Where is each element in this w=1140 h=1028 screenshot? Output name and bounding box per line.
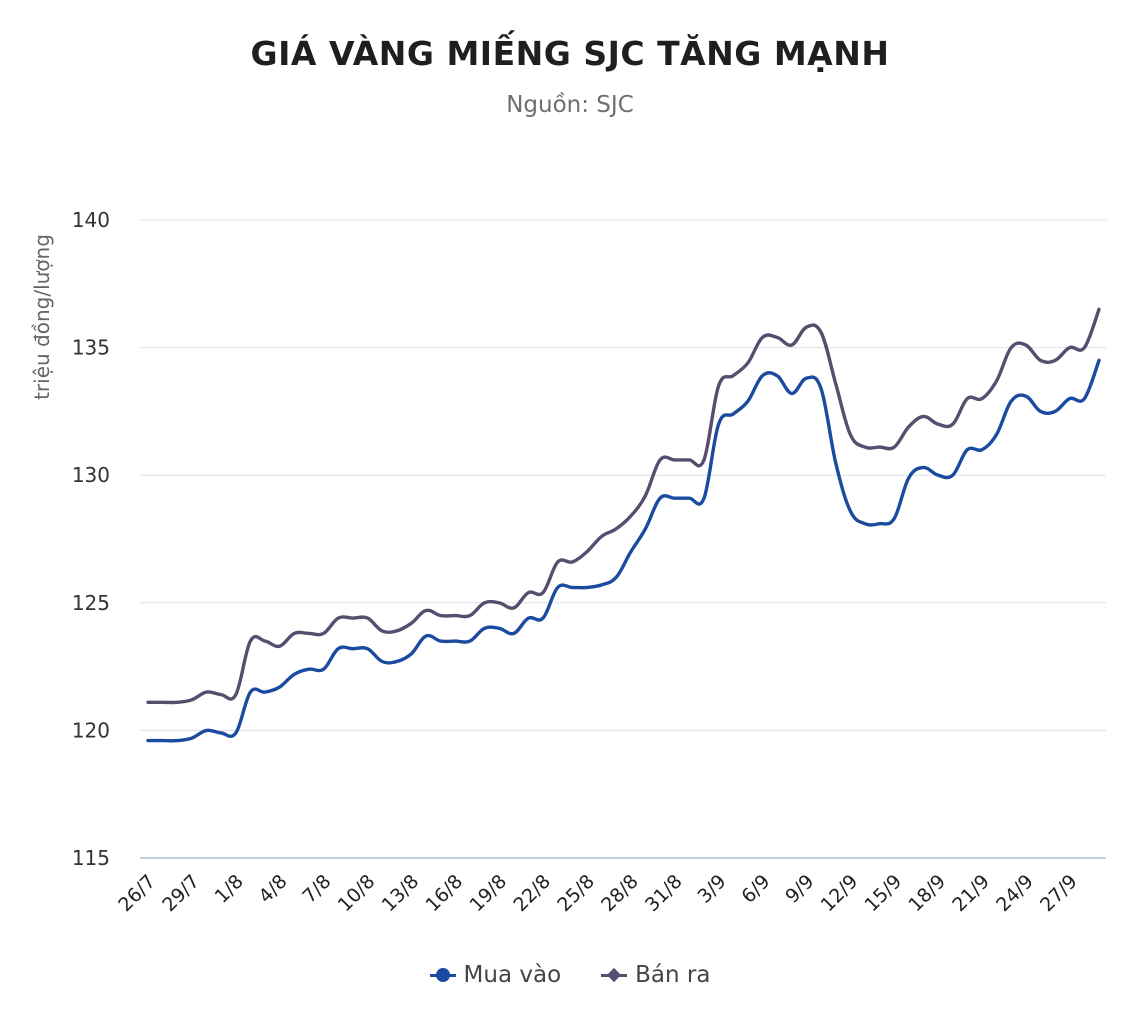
- series-line-sell: [146, 307, 1101, 705]
- legend-item-sell[interactable]: Bán ra: [601, 962, 710, 988]
- x-tick-label: 16/8: [422, 870, 468, 916]
- x-tick-label: 25/8: [553, 870, 599, 916]
- y-tick-label: 125: [72, 591, 110, 615]
- line-chart: 115 120 125 130 135 140 triệu đồng/lượng 26/729…: [30, 208, 1106, 916]
- x-tick-label: 28/8: [597, 870, 643, 916]
- x-tick-label: 1/8: [211, 870, 248, 907]
- x-tick-label: 13/8: [378, 870, 424, 916]
- x-tick-label: 12/9: [817, 870, 863, 916]
- x-tick-label: 29/7: [158, 870, 204, 916]
- diamond-marker-icon: [601, 968, 628, 982]
- legend-label-sell: Bán ra: [635, 962, 711, 988]
- y-tick-label: 140: [72, 208, 110, 232]
- circle-marker-icon: [429, 968, 456, 982]
- y-tick-label: 115: [72, 846, 110, 870]
- x-tick-label: 10/8: [334, 870, 380, 916]
- x-tick-label: 21/9: [948, 870, 994, 916]
- x-tick-label: 7/8: [298, 870, 335, 907]
- x-tick-label: 24/9: [992, 870, 1038, 916]
- x-tick-label: 15/9: [860, 870, 906, 916]
- x-tick-label: 9/9: [781, 870, 818, 907]
- x-tick-label: 27/9: [1036, 870, 1082, 916]
- x-tick-label: 6/9: [737, 870, 774, 907]
- chart-subtitle: Nguồn: SJC: [506, 92, 634, 118]
- x-tick-label: 19/8: [465, 870, 511, 916]
- legend-item-buy[interactable]: Mua vào: [429, 962, 562, 988]
- series-line-buy: [146, 358, 1101, 743]
- y-tick-label: 120: [72, 718, 110, 742]
- y-axis-title: triệu đồng/lượng: [30, 234, 54, 400]
- x-tick-label: 18/9: [904, 870, 950, 916]
- x-tick-label: 4/8: [255, 870, 292, 907]
- y-tick-label: 130: [72, 463, 110, 487]
- legend: Mua vào Bán ra: [0, 962, 1140, 988]
- x-tick-label: 3/9: [693, 870, 730, 907]
- x-tick-label: 26/7: [114, 870, 160, 916]
- x-tick-label: 31/8: [641, 870, 687, 916]
- x-tick-label: 22/8: [509, 870, 555, 916]
- legend-label-buy: Mua vào: [463, 962, 562, 988]
- y-tick-label: 135: [72, 336, 110, 360]
- chart-title: GIÁ VÀNG MIẾNG SJC TĂNG MẠNH: [250, 34, 890, 73]
